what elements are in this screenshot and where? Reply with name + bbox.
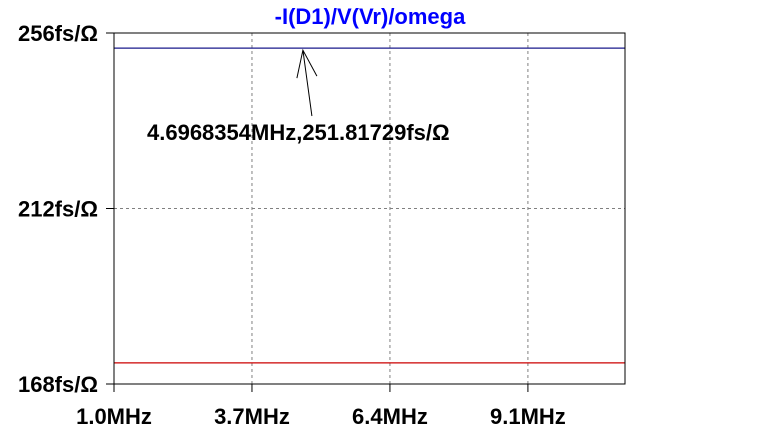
y-tick-label: 256fs/Ω	[18, 21, 98, 46]
series-group	[114, 47, 625, 364]
annotation-label: 4.6968354MHz,251.81729fs/Ω	[147, 120, 450, 145]
x-tick-label: 1.0MHz	[76, 404, 152, 429]
chart-title: -I(D1)/V(Vr)/omega	[275, 4, 466, 29]
y-tick-label: 212fs/Ω	[18, 197, 98, 222]
annotation-arrow	[296, 48, 318, 117]
y-tick-label: 168fs/Ω	[18, 372, 98, 397]
ticks: 1.0MHz 3.7MHz 6.4MHz 9.1MHz 168fs/Ω 212fs/Ω 25…	[18, 21, 566, 429]
x-tick-label: 9.1MHz	[490, 404, 566, 429]
x-tick-label: 3.7MHz	[214, 404, 290, 429]
x-tick-label: 6.4MHz	[352, 404, 428, 429]
annotation: 4.6968354MHz,251.81729fs/Ω	[147, 48, 450, 145]
grid	[114, 33, 625, 384]
